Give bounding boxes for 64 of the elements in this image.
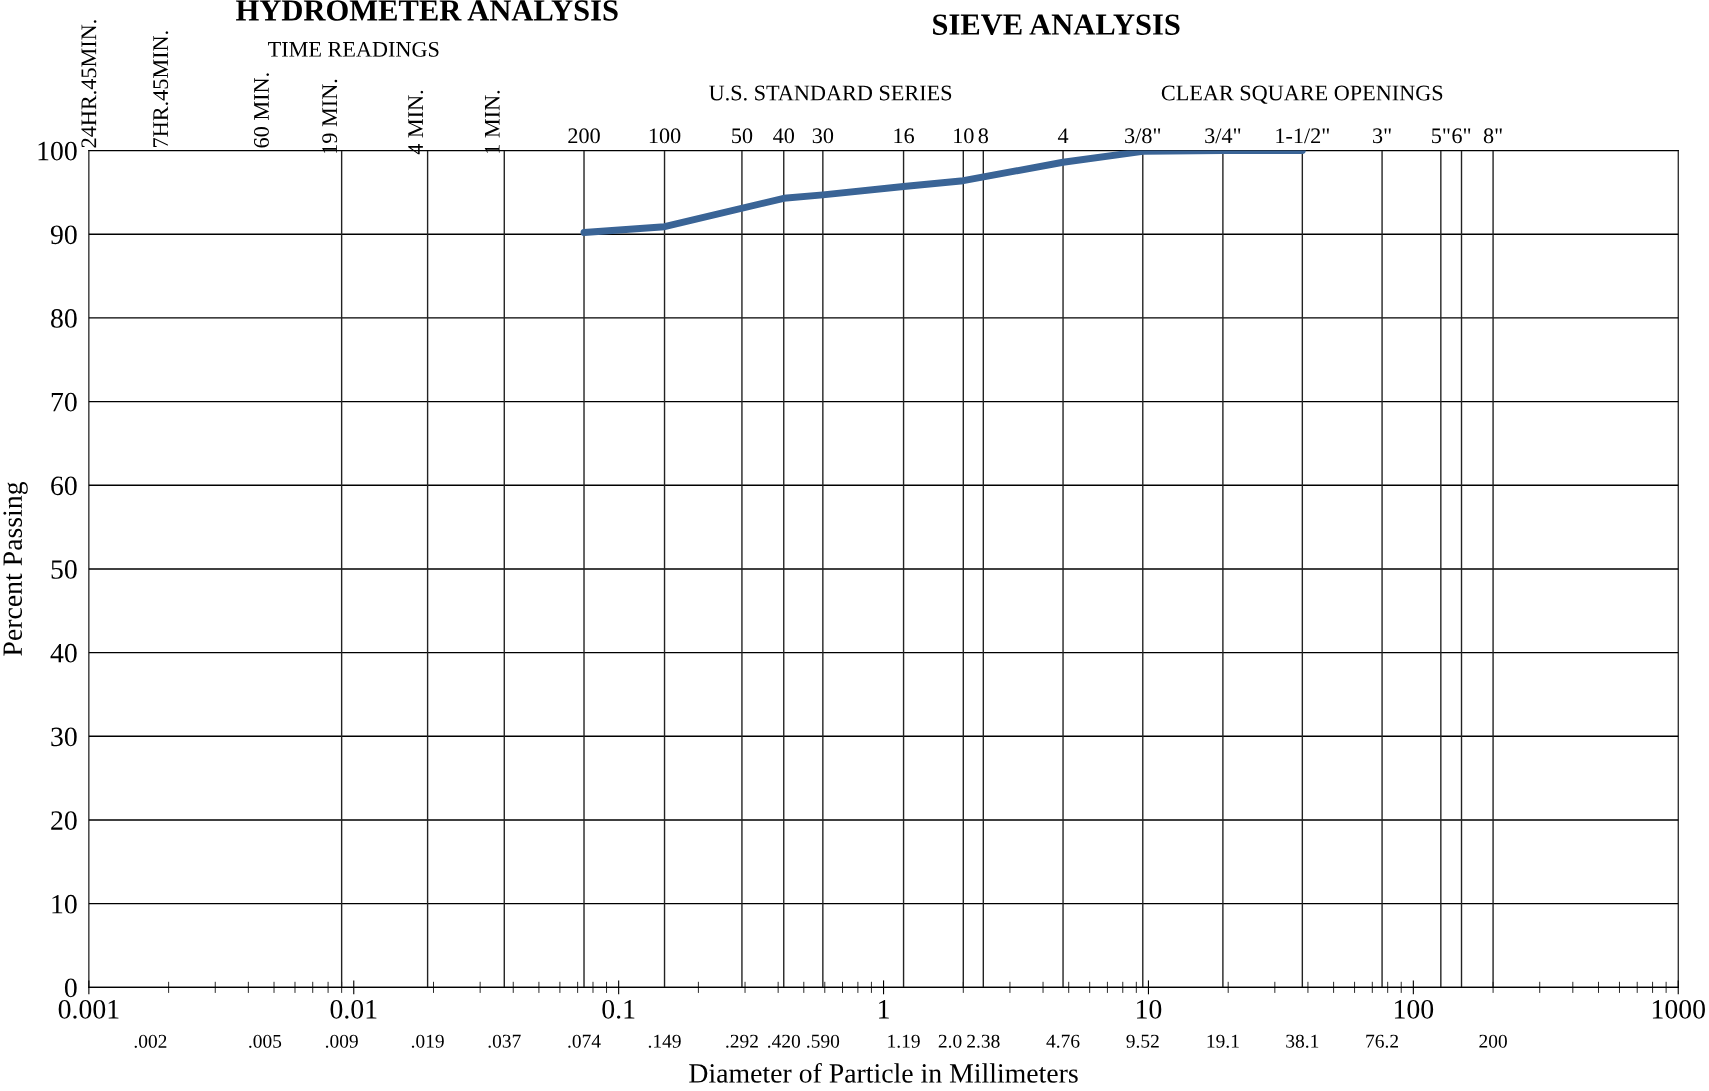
- y-tick-label: 10: [52, 894, 77, 914]
- text: HYDROMETER ANALYSIS: [236, 0, 618, 21]
- annotation: 4: [1057, 128, 1069, 144]
- ref-line-label: .590: [807, 1034, 840, 1048]
- x-tick-label: 10: [1137, 999, 1162, 1019]
- text: 24HR.45MIN.: [81, 20, 97, 148]
- y-tick-label: 100: [38, 141, 77, 161]
- ref-line-label: .074: [568, 1034, 601, 1048]
- annotation: 40: [773, 128, 795, 144]
- x-tick-label: 1: [879, 1000, 889, 1019]
- text: 7HR.45MIN.: [153, 31, 169, 147]
- y-tick-label: 90: [50, 225, 77, 245]
- annotation: 8: [978, 128, 989, 144]
- annotation: 100: [649, 128, 681, 144]
- y-tick-label: 40: [50, 643, 77, 663]
- text: SIEVE ANALYSIS: [933, 14, 1180, 36]
- ref-line-label: 38.1: [1286, 1034, 1319, 1048]
- x-tick-label: 0.1: [602, 999, 635, 1019]
- annotation: 6": [1452, 128, 1471, 144]
- text: U.S. STANDARD SERIES: [709, 85, 952, 101]
- y-tick-label: 80: [51, 309, 77, 328]
- ref-line-label: .037: [488, 1034, 521, 1048]
- x-tick-label: 0.001: [58, 999, 119, 1019]
- y-tick-label: 30: [51, 727, 77, 747]
- y-tick-label: 0: [64, 978, 77, 998]
- ref-line-label: .149: [648, 1034, 681, 1048]
- text: .005: [249, 1034, 282, 1048]
- annotation: 16: [894, 128, 915, 144]
- text: CLEAR SQUARE OPENINGS: [1161, 85, 1443, 104]
- y-axis-title: Percent Passing: [3, 481, 28, 656]
- ref-line-label: .009: [325, 1034, 358, 1048]
- annotation: 8": [1483, 128, 1502, 144]
- ref-line-label: 19.1: [1207, 1034, 1239, 1048]
- text: .002: [134, 1034, 167, 1048]
- annotation: 3/4": [1205, 128, 1241, 144]
- annotation: 30: [812, 128, 834, 144]
- annotation: 200: [568, 128, 600, 144]
- ref-line-label: 2.38: [967, 1034, 1000, 1048]
- ref-line-label: 9.52: [1126, 1034, 1159, 1048]
- ref-line-label: 4.76: [1046, 1034, 1080, 1048]
- x-tick-label: 1000: [1652, 999, 1705, 1019]
- annotation: 5": [1432, 128, 1450, 144]
- ref-line-label: 2.0: [938, 1034, 962, 1048]
- x-tick-label: 0.01: [330, 999, 377, 1019]
- y-tick-label: 20: [51, 811, 77, 830]
- ref-line-label: 76.2: [1366, 1034, 1399, 1048]
- y-tick-label: 70: [51, 392, 77, 412]
- ref-line-label: 200: [1479, 1034, 1507, 1048]
- annotation: 3/8": [1125, 128, 1161, 144]
- y-tick-label: 50: [51, 560, 77, 579]
- x-axis-title: Diameter of Particle in Millimeters: [689, 1062, 1078, 1083]
- annotation: 3": [1373, 128, 1391, 144]
- annotation: 19 MIN.: [322, 79, 338, 153]
- annotation: 10: [954, 128, 974, 144]
- text: 60 MIN.: [253, 73, 270, 148]
- ref-line-label: .420: [768, 1034, 801, 1048]
- ref-line-label: .292: [726, 1034, 758, 1048]
- text: TIME READINGS: [268, 41, 439, 57]
- x-tick-label: 100: [1394, 999, 1434, 1019]
- y-tick-label: 60: [51, 476, 77, 496]
- annotation: 1-1/2": [1276, 128, 1329, 144]
- ref-line-label: .019: [411, 1034, 444, 1048]
- annotation: 50: [732, 128, 753, 144]
- ref-line-label: 1.19: [888, 1034, 920, 1048]
